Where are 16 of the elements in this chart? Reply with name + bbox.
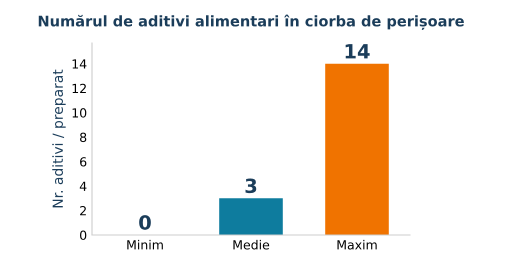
y-tick-label: 6 <box>80 157 86 167</box>
y-tick-label: 4 <box>80 182 86 191</box>
x-tick-label: Medie <box>233 240 270 250</box>
x-tick-label: Maxim <box>337 240 377 250</box>
y-tick-label: 10 <box>72 108 86 118</box>
data-label: 0 <box>139 215 151 230</box>
chart-title: Numărul de aditivi alimentari în ciorba de perișoare <box>38 14 464 30</box>
y-axis-title: Nr. aditivi / preparat <box>52 70 66 208</box>
data-label: 3 <box>246 178 256 194</box>
y-tick-label: 2 <box>80 206 86 216</box>
y-tick-label: 14 <box>72 59 86 69</box>
y-tick-label: 0 <box>80 230 86 240</box>
y-tick-label: 12 <box>72 84 86 93</box>
y-tick-label: 8 <box>80 132 86 142</box>
x-tick-label: Minim <box>127 240 163 250</box>
data-label: 14 <box>346 44 370 58</box>
